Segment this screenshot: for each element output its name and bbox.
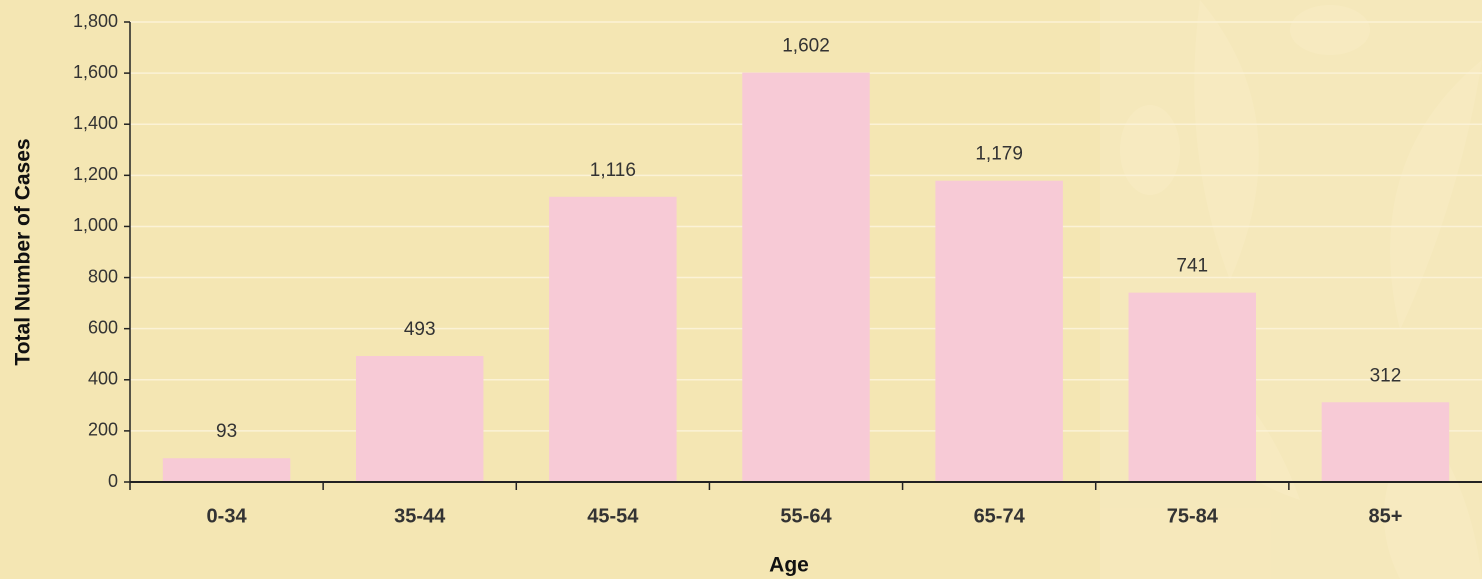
bar: [356, 356, 483, 482]
x-axis-title: Age: [769, 554, 809, 577]
y-tick-label: 1,000: [73, 215, 118, 235]
y-tick-label: 1,600: [73, 62, 118, 82]
x-tick-label: 55-64: [780, 505, 832, 527]
x-tick-label: 35-44: [394, 505, 446, 527]
value-label: 1,179: [975, 144, 1023, 165]
bar: [163, 458, 290, 482]
bar: [935, 181, 1062, 482]
bar: [549, 197, 676, 482]
value-label: 1,116: [590, 160, 636, 181]
value-label: 312: [1370, 365, 1402, 386]
bar: [1322, 402, 1449, 482]
x-tick-label: 75-84: [1167, 505, 1219, 527]
y-tick-label: 200: [88, 420, 118, 440]
chart: Total Number of Cases Age 0 200 400 600 800 1…: [0, 0, 1482, 579]
y-tick-label: 800: [88, 266, 118, 286]
y-axis-title: Total Number of Cases: [12, 138, 35, 365]
bar: [1129, 293, 1256, 482]
x-tick-label: 0-34: [207, 505, 248, 527]
x-tick-label: 65-74: [974, 505, 1026, 527]
x-tick-label: 45-54: [587, 505, 639, 527]
y-tick-label: 600: [88, 317, 118, 337]
bar: [742, 73, 869, 482]
value-label: 493: [404, 319, 436, 340]
y-tick-label: 1,400: [73, 113, 118, 133]
value-label: 93: [216, 421, 237, 442]
y-tick-label: 400: [88, 369, 118, 389]
y-tick-label: 1,800: [73, 11, 118, 31]
background-pattern: [1100, 0, 1482, 579]
x-tick-label: 85+: [1368, 505, 1402, 527]
value-label: 741: [1176, 256, 1208, 277]
value-label: 1,602: [782, 36, 830, 57]
y-tick-label: 1,200: [73, 164, 118, 184]
y-tick-label: 0: [108, 471, 118, 491]
